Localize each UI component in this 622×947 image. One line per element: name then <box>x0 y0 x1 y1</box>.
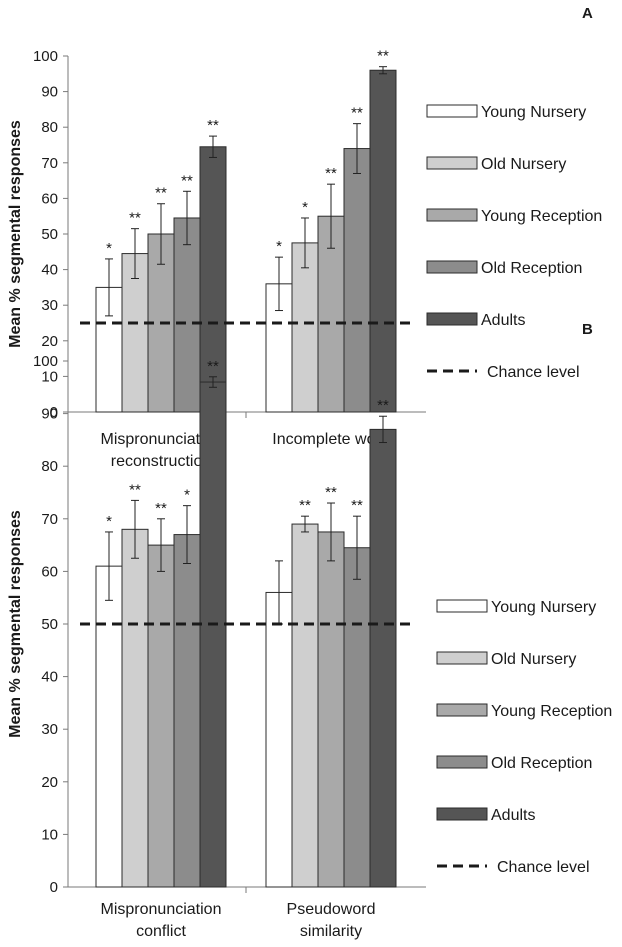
category-label: Incomplete word <box>272 431 389 448</box>
legend-label: Adults <box>481 312 525 329</box>
significance-label: ** <box>325 484 337 501</box>
legend-swatch <box>426 208 478 222</box>
legend-swatch <box>426 260 478 274</box>
category-label: Mispronunciation <box>101 901 222 918</box>
y-tick-label: 20 <box>41 774 58 791</box>
panel-label: B <box>582 321 593 338</box>
significance-label: ** <box>129 481 141 498</box>
bar-young-reception <box>147 544 175 888</box>
y-tick-label: 90 <box>41 84 58 101</box>
significance-label: * <box>302 199 308 216</box>
y-tick-label: 10 <box>41 826 58 843</box>
bar-young-nursery <box>265 591 293 888</box>
significance-label: * <box>106 240 112 257</box>
y-axis-label: Mean % segmental responses <box>7 120 24 348</box>
significance-label: ** <box>129 210 141 227</box>
y-tick-label: 60 <box>41 563 58 580</box>
bar-old-reception <box>343 148 371 413</box>
y-tick-label: 80 <box>41 119 58 136</box>
legend-label: Young Nursery <box>481 104 586 121</box>
significance-label: ** <box>155 185 167 202</box>
legend-swatch <box>436 807 488 821</box>
significance-label: * <box>276 238 282 255</box>
legend-swatch <box>436 755 488 769</box>
category-label: reconstruction <box>111 453 212 470</box>
legend-swatch <box>436 703 488 717</box>
chart-panel-a: A Mean % segmental responses 0 10 20 30 40 50 60… <box>7 5 602 470</box>
y-tick-label: 20 <box>41 333 58 350</box>
legend-label: Young Reception <box>491 703 612 720</box>
y-tick-label: 50 <box>41 226 58 243</box>
legend-swatch <box>436 599 488 613</box>
y-tick-label: 90 <box>41 406 58 423</box>
y-tick-label: 50 <box>41 616 58 633</box>
significance-label: ** <box>299 497 311 514</box>
significance-label: ** <box>351 497 363 514</box>
category-label: conflict <box>136 923 186 940</box>
legend-swatch <box>426 156 478 170</box>
significance-label: ** <box>377 48 389 65</box>
y-tick-label: 30 <box>41 721 58 738</box>
significance-label: * <box>184 487 190 504</box>
legend-label: Chance level <box>487 364 580 381</box>
chart-panel-b: B Mean % segmental responses 0 10 20 30 40 50 60… <box>7 321 612 940</box>
legend-label: Old Nursery <box>481 156 566 173</box>
significance-label: ** <box>377 397 389 414</box>
legend-label: Young Reception <box>481 208 602 225</box>
significance-label: ** <box>207 358 219 375</box>
y-tick-label: 100 <box>33 353 58 370</box>
y-tick-label: 30 <box>41 297 58 314</box>
significance-label: ** <box>207 117 219 134</box>
bar-adults <box>369 428 397 888</box>
y-tick-label: 40 <box>41 669 58 686</box>
category-label: similarity <box>300 923 362 940</box>
bar-old-nursery <box>291 523 319 888</box>
legend-label: Old Reception <box>481 260 582 277</box>
legend-swatch <box>426 312 478 326</box>
significance-label: ** <box>351 105 363 122</box>
bar-old-reception <box>343 547 371 888</box>
panel-label: A <box>582 5 593 22</box>
legend-label: Adults <box>491 807 535 824</box>
bar-young-reception <box>317 215 345 413</box>
y-tick-label: 80 <box>41 458 58 475</box>
y-tick-label: 70 <box>41 511 58 528</box>
significance-label: ** <box>181 172 193 189</box>
y-tick-label: 0 <box>50 879 58 896</box>
bar-adults <box>199 146 227 413</box>
category-label: Mispronunciation <box>101 431 222 448</box>
legend-label: Old Reception <box>491 755 592 772</box>
y-tick-label: 0 <box>50 404 58 421</box>
legend-label: Young Nursery <box>491 599 596 616</box>
bar-old-reception <box>173 217 201 413</box>
bar-young-nursery <box>95 565 123 888</box>
legend-label: Old Nursery <box>491 651 576 668</box>
bar-old-reception <box>173 534 201 888</box>
y-tick-label: 100 <box>33 48 58 65</box>
y-axis-label: Mean % segmental responses <box>7 510 24 738</box>
y-tick-label: 10 <box>41 368 58 385</box>
significance-label: ** <box>325 165 337 182</box>
y-tick-label: 40 <box>41 262 58 279</box>
bar-young-reception <box>317 531 345 888</box>
bar-adults <box>199 381 227 888</box>
bar-old-nursery <box>291 242 319 413</box>
significance-label: ** <box>155 500 167 517</box>
y-tick-label: 60 <box>41 190 58 207</box>
bar-old-nursery <box>121 528 149 888</box>
bar-old-nursery <box>121 253 149 413</box>
category-label: Pseudoword <box>287 901 376 918</box>
bar-adults <box>369 69 397 413</box>
legend-swatch <box>436 651 488 665</box>
legend-swatch <box>426 104 478 118</box>
significance-label: * <box>106 513 112 530</box>
legend-label: Chance level <box>497 859 590 876</box>
y-tick-label: 70 <box>41 155 58 172</box>
